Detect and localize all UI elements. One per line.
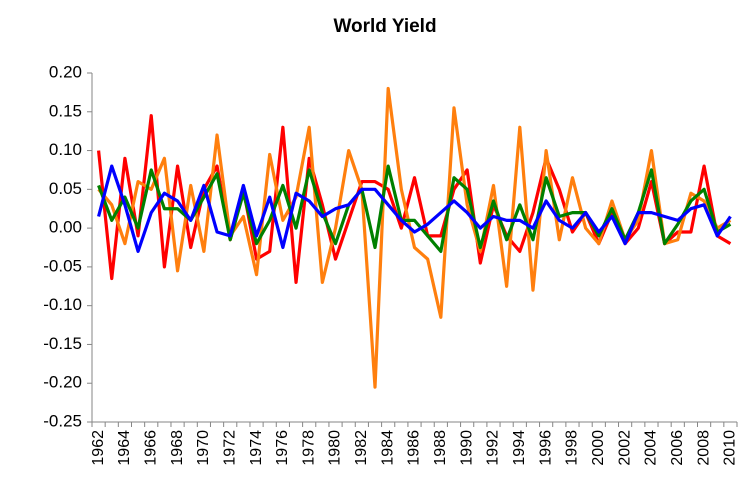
y-tick-label: 0.15: [49, 101, 82, 120]
y-tick-label: 0.10: [49, 140, 82, 159]
y-tick-label: 0.20: [49, 62, 82, 81]
y-tick-label: -0.25: [43, 411, 82, 430]
series-line: [97, 164, 732, 253]
y-tick-label: 0.05: [49, 179, 82, 198]
x-tick-label: 1986: [406, 430, 423, 466]
x-tick-label: 1980: [327, 430, 344, 466]
x-tick-label: 1972: [221, 430, 238, 466]
y-tick-label: -0.15: [43, 334, 82, 353]
x-tick-label: 1992: [485, 430, 502, 466]
x-tick-label: 2004: [643, 430, 660, 466]
y-tick-label: -0.10: [43, 295, 82, 314]
y-tick-label: 0.00: [49, 218, 82, 237]
x-tick-label: 1968: [169, 430, 186, 466]
x-tick-label: 1974: [248, 430, 265, 466]
x-tick-label: 1966: [142, 430, 159, 466]
x-tick-label: 1978: [300, 430, 317, 466]
chart-title: World Yield: [333, 16, 436, 37]
x-tick-label: 1976: [274, 430, 291, 466]
x-tick-label: 1964: [116, 430, 133, 466]
x-tick-label: 1984: [379, 430, 396, 466]
x-tick-label: 1970: [195, 430, 212, 466]
y-tick-label: -0.05: [43, 256, 82, 275]
x-tick-label: 2010: [722, 430, 738, 466]
x-tick-label: 1962: [90, 430, 107, 466]
x-tick-label: 1994: [511, 430, 528, 466]
x-tick-label: 1982: [353, 430, 370, 466]
x-tick-label: 1988: [432, 430, 449, 466]
y-tick-label: -0.20: [43, 373, 82, 392]
x-tick-label: 2002: [616, 430, 633, 466]
x-tick-label: 2006: [669, 430, 686, 466]
x-tick-label: 1996: [537, 430, 554, 466]
x-tick-label: 1998: [564, 430, 581, 466]
x-tick-label: 2008: [695, 430, 712, 466]
x-tick-label: 2000: [590, 430, 607, 466]
x-tick-label: 1990: [458, 430, 475, 466]
